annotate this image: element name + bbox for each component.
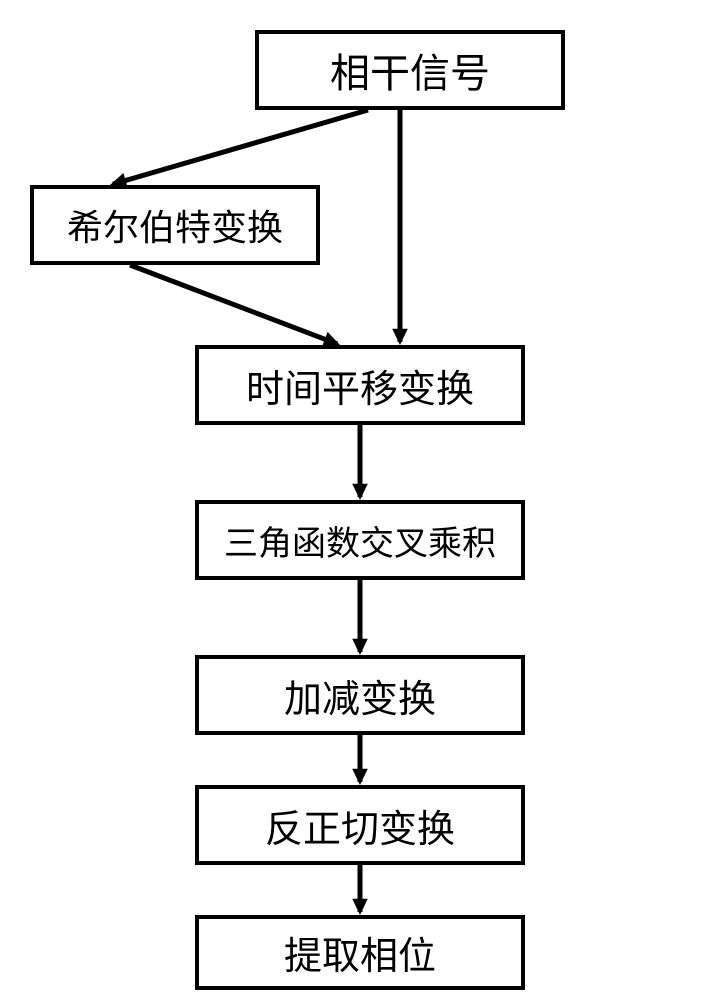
edge-line-e2 [113, 110, 368, 184]
flowchart-node-n5: 加减变换 [195, 655, 525, 735]
edge-arrowhead-e4 [352, 484, 368, 500]
flowchart-node-n6: 反正切变换 [195, 785, 525, 865]
edge-arrowhead-e6 [352, 769, 368, 785]
node-label: 提取相位 [284, 925, 436, 980]
flowchart-node-n4: 三角函数交叉乘积 [195, 500, 525, 580]
edge-line-e3 [130, 265, 337, 344]
node-label: 三角函数交叉乘积 [224, 516, 496, 565]
flowchart-node-n7: 提取相位 [195, 915, 525, 990]
node-label: 加减变换 [284, 668, 436, 723]
node-label: 希尔伯特变换 [67, 199, 283, 251]
node-label: 反正切变换 [265, 798, 455, 853]
flowchart-node-n3: 时间平移变换 [195, 345, 525, 425]
edge-arrowhead-e1 [392, 329, 408, 345]
flowchart-container: 相干信号希尔伯特变换时间平移变换三角函数交叉乘积加减变换反正切变换提取相位 [0, 0, 704, 1000]
flowchart-node-n1: 相干信号 [255, 30, 565, 110]
edge-arrowhead-e5 [352, 639, 368, 655]
node-label: 时间平移变换 [246, 358, 474, 413]
node-label: 相干信号 [330, 41, 490, 99]
edge-arrowhead-e7 [352, 899, 368, 915]
flowchart-node-n2: 希尔伯特变换 [30, 185, 320, 265]
